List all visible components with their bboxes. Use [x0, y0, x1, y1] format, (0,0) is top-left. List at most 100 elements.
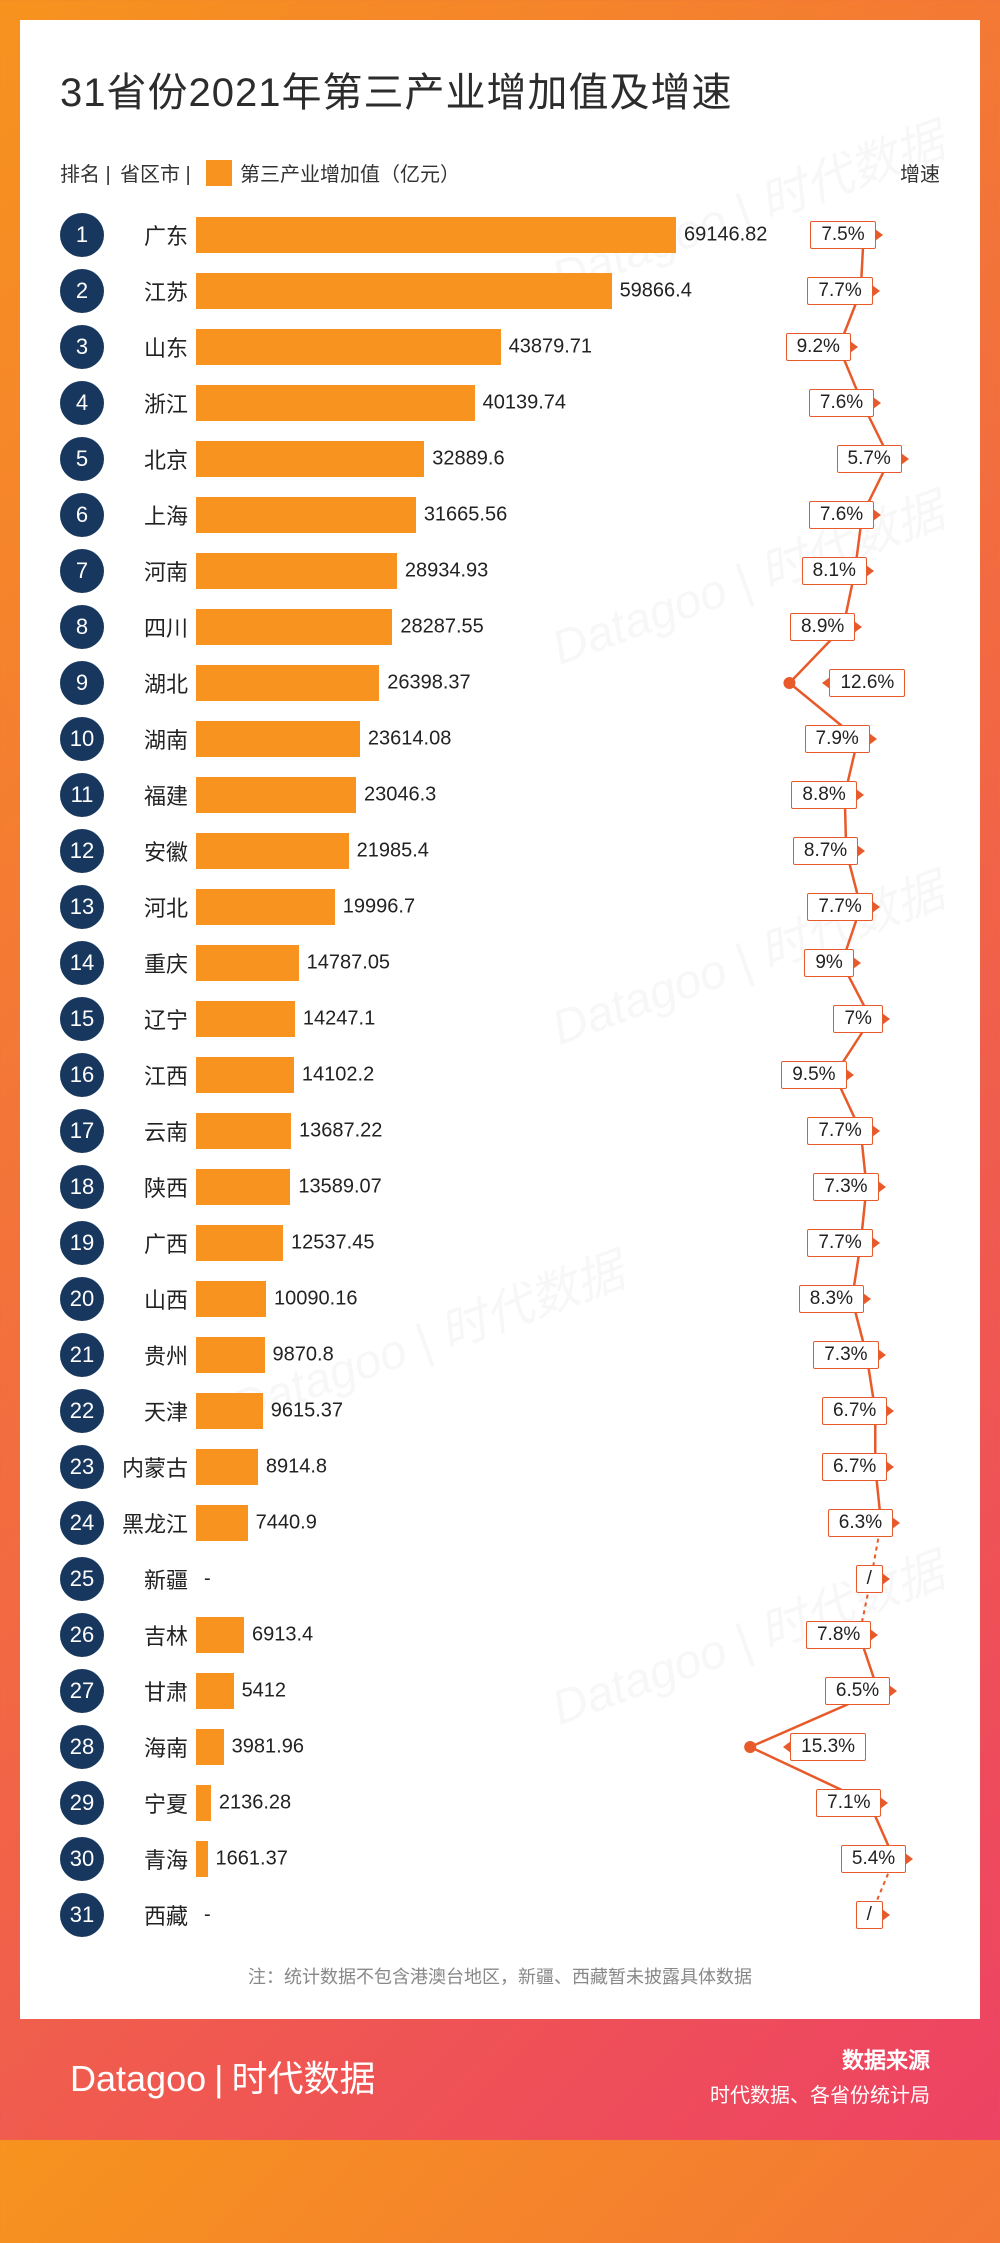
growth-label: 7.6%: [809, 389, 874, 417]
table-row: 17云南13687.227.7%: [60, 1103, 940, 1159]
growth-label: 7.6%: [809, 501, 874, 529]
table-row: 12安徽21985.48.7%: [60, 823, 940, 879]
growth-missing: /: [856, 1565, 883, 1593]
rank-badge: 20: [60, 1277, 104, 1321]
growth-label: 7.1%: [816, 1789, 881, 1817]
value-label: 9615.37: [271, 1400, 343, 1423]
growth-label: 9.5%: [781, 1061, 846, 1089]
province-name: 云南: [104, 1115, 196, 1147]
growth-cell: 9.2%: [756, 319, 966, 375]
footer: Datagoo|时代数据 数据来源 时代数据、各省份统计局: [20, 2019, 980, 2120]
table-row: 20山西10090.168.3%: [60, 1271, 940, 1327]
bar-area: 23614.08: [196, 719, 756, 759]
bar-area: 7440.9: [196, 1503, 756, 1543]
growth-cell: 7.7%: [756, 263, 966, 319]
bar-area: -: [196, 1895, 756, 1935]
footer-logo-divider: |: [214, 2058, 223, 2099]
bar-area: 8914.8: [196, 1447, 756, 1487]
value-label: 14247.1: [303, 1008, 375, 1031]
growth-cell: 7%: [756, 991, 966, 1047]
rank-badge: 12: [60, 829, 104, 873]
bar-area: 23046.3: [196, 775, 756, 815]
value-label: 23614.08: [368, 728, 451, 751]
chart-rows: 1广东69146.827.5%2江苏59866.47.7%3山东43879.71…: [60, 207, 940, 1943]
value-label: 10090.16: [274, 1288, 357, 1311]
province-name: 河北: [104, 891, 196, 923]
bar-area: 31665.56: [196, 495, 756, 535]
value-bar: [196, 1449, 258, 1485]
footer-logo: Datagoo|时代数据: [70, 2050, 375, 2102]
growth-label: 7.3%: [813, 1341, 878, 1369]
growth-cell: 6.7%: [756, 1383, 966, 1439]
table-row: 4浙江40139.747.6%: [60, 375, 940, 431]
value-label: 69146.82: [684, 224, 767, 247]
growth-cell: /: [756, 1551, 966, 1607]
table-row: 3山东43879.719.2%: [60, 319, 940, 375]
value-label: 7440.9: [256, 1512, 317, 1535]
growth-label: 7.7%: [807, 1229, 872, 1257]
growth-label: 15.3%: [790, 1733, 866, 1761]
table-row: 24黑龙江7440.96.3%: [60, 1495, 940, 1551]
value-bar: [196, 441, 424, 477]
growth-cell: /: [756, 1887, 966, 1943]
bar-area: 5412: [196, 1671, 756, 1711]
province-name: 陕西: [104, 1171, 196, 1203]
table-row: 8四川28287.558.9%: [60, 599, 940, 655]
growth-label: 9.2%: [786, 333, 851, 361]
growth-cell: 15.3%: [756, 1719, 966, 1775]
rank-badge: 16: [60, 1053, 104, 1097]
rank-badge: 26: [60, 1613, 104, 1657]
rank-badge: 27: [60, 1669, 104, 1713]
growth-cell: 12.6%: [756, 655, 966, 711]
value-bar: [196, 721, 360, 757]
growth-label: 5.7%: [837, 445, 902, 473]
province-name: 重庆: [104, 947, 196, 979]
bar-area: 13687.22: [196, 1111, 756, 1151]
growth-cell: 7.6%: [756, 375, 966, 431]
growth-missing: /: [856, 1901, 883, 1929]
growth-cell: 7.3%: [756, 1159, 966, 1215]
table-row: 18陕西13589.077.3%: [60, 1159, 940, 1215]
value-label: 23046.3: [364, 784, 436, 807]
value-bar: [196, 497, 416, 533]
rank-badge: 10: [60, 717, 104, 761]
growth-cell: 7.8%: [756, 1607, 966, 1663]
rank-badge: 4: [60, 381, 104, 425]
rank-badge: 5: [60, 437, 104, 481]
value-bar: [196, 1281, 266, 1317]
value-bar: [196, 1169, 290, 1205]
bar-area: 28934.93: [196, 551, 756, 591]
value-label: 6913.4: [252, 1624, 313, 1647]
value-label: 8914.8: [266, 1456, 327, 1479]
bar-area: 21985.4: [196, 831, 756, 871]
growth-label: 6.3%: [828, 1509, 893, 1537]
province-name: 新疆: [104, 1563, 196, 1595]
growth-cell: 7.6%: [756, 487, 966, 543]
bar-area: 10090.16: [196, 1279, 756, 1319]
province-name: 海南: [104, 1731, 196, 1763]
col-province: 省区市 |: [120, 158, 206, 187]
growth-cell: 7.1%: [756, 1775, 966, 1831]
growth-cell: 7.7%: [756, 879, 966, 935]
value-missing: -: [204, 1904, 211, 1927]
col-rank: 排名 |: [60, 158, 120, 187]
growth-cell: 8.7%: [756, 823, 966, 879]
value-bar: [196, 889, 335, 925]
bar-area: 40139.74: [196, 383, 756, 423]
value-bar: [196, 553, 397, 589]
rank-badge: 23: [60, 1445, 104, 1489]
growth-label: 7.3%: [813, 1173, 878, 1201]
province-name: 江西: [104, 1059, 196, 1091]
table-row: 25新疆-/: [60, 1551, 940, 1607]
growth-cell: 5.7%: [756, 431, 966, 487]
value-label: 43879.71: [509, 336, 592, 359]
bar-area: 28287.55: [196, 607, 756, 647]
bar-area: 59866.4: [196, 271, 756, 311]
table-row: 28海南3981.9615.3%: [60, 1719, 940, 1775]
chart-card: Datagoo | 时代数据 Datagoo | 时代数据 Datagoo | …: [20, 20, 980, 2019]
value-label: 5412: [242, 1680, 287, 1703]
legend-swatch: [206, 160, 232, 186]
province-name: 河南: [104, 555, 196, 587]
bar-area: 9870.8: [196, 1335, 756, 1375]
value-label: 12537.45: [291, 1232, 374, 1255]
